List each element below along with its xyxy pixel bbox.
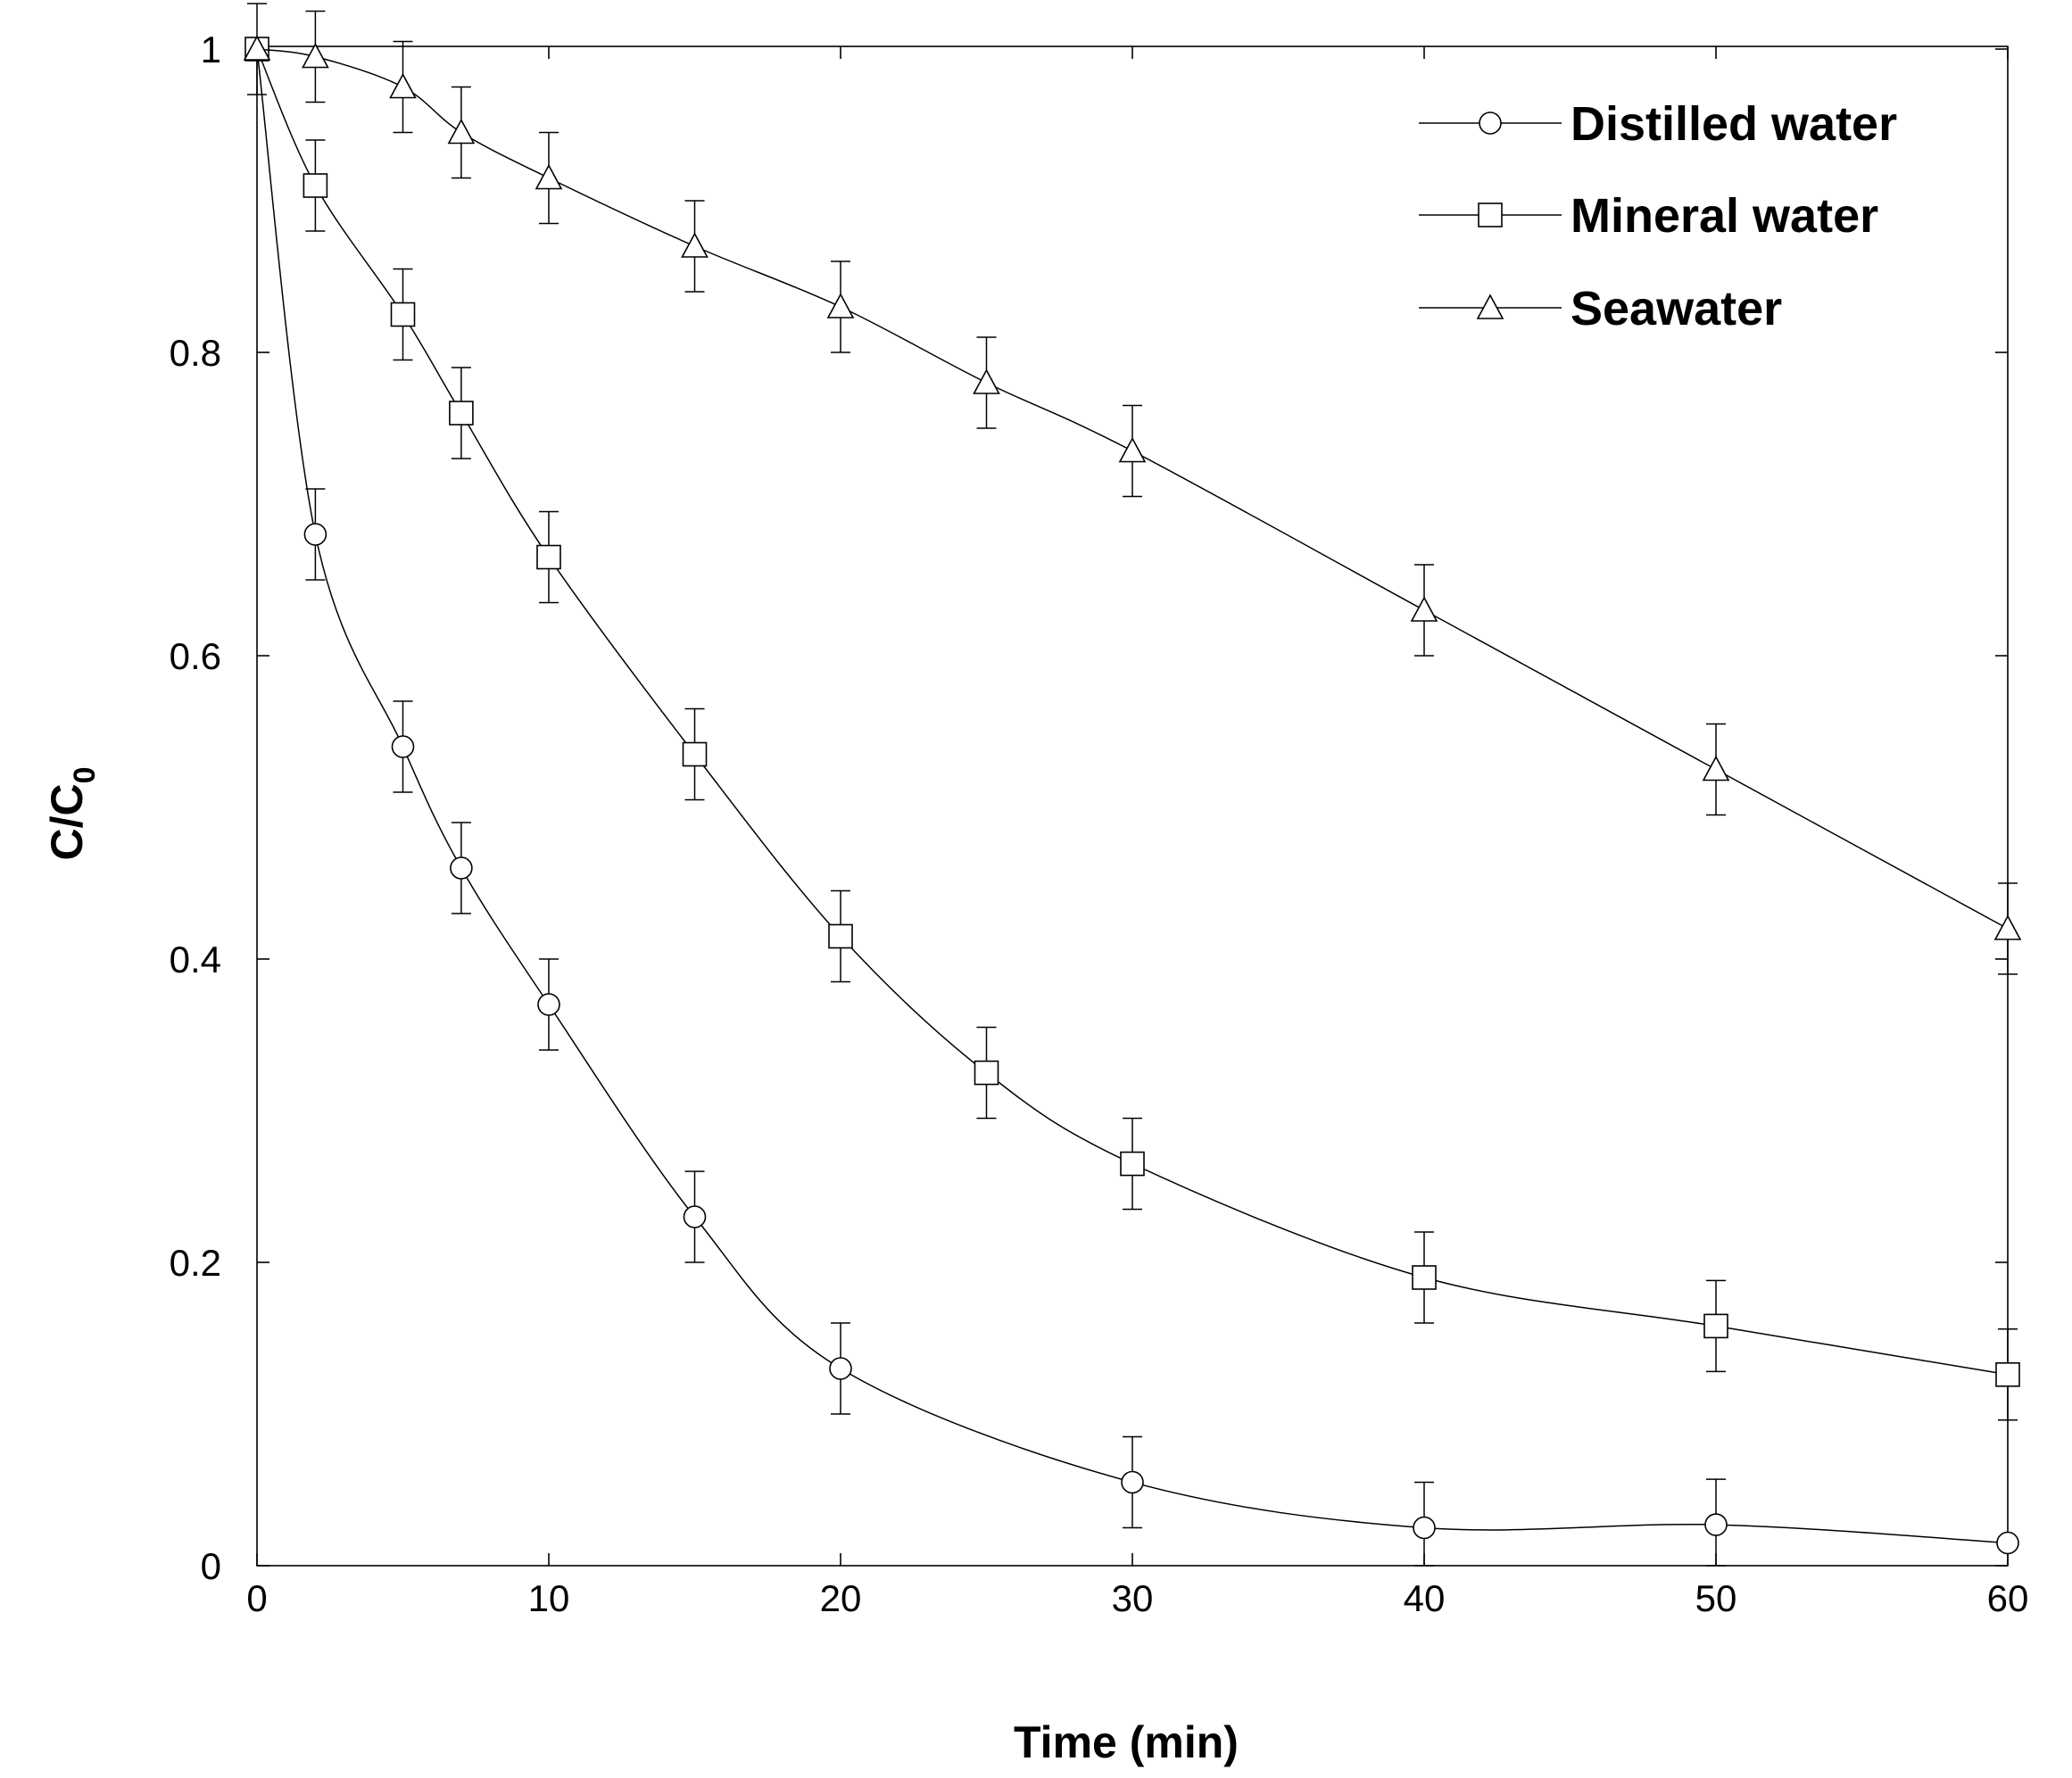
legend-item-seawater: Seawater xyxy=(1419,282,1782,335)
x-tick-label: 10 xyxy=(528,1577,570,1619)
x-tick-labels: 0 10 20 30 40 50 60 xyxy=(246,1577,2028,1619)
data-point-square xyxy=(1703,1313,1728,1339)
data-point-circle xyxy=(829,1357,852,1380)
legend-marker-triangle xyxy=(1476,294,1504,319)
y-axis-title-main: C/C xyxy=(42,783,92,860)
legend: Distilled water Mineral water Seawater xyxy=(1419,97,1897,335)
data-point-square xyxy=(536,544,561,570)
svg-text:C/C0: C/C0 xyxy=(42,766,102,860)
y-tick-label: 1 xyxy=(201,29,221,70)
y-tick-label: 0.8 xyxy=(170,332,221,374)
data-point-circle xyxy=(1996,1531,2019,1555)
data-point-circle xyxy=(1121,1470,1144,1494)
data-point-square xyxy=(1995,1362,2020,1387)
x-tick-label: 60 xyxy=(1987,1577,2029,1619)
data-point-triangle xyxy=(1702,755,1730,781)
x-tick-label: 0 xyxy=(246,1577,267,1619)
data-point-triangle xyxy=(681,232,709,258)
y-axis-title: C/C0 xyxy=(42,766,102,860)
x-axis-title: Time (min) xyxy=(1014,1717,1239,1767)
legend-marker-circle xyxy=(1479,112,1502,135)
y-tick-labels: 0 0.2 0.4 0.6 0.8 1 xyxy=(170,29,221,1587)
data-point-triangle xyxy=(535,163,563,190)
x-tick-label: 40 xyxy=(1404,1577,1446,1619)
data-point-triangle xyxy=(389,72,417,99)
data-point-square xyxy=(974,1060,999,1086)
data-point-square xyxy=(1120,1151,1145,1177)
legend-label-mineral-water: Mineral water xyxy=(1571,189,1878,243)
legend-label-distilled-water: Distilled water xyxy=(1571,97,1897,151)
data-point-circle xyxy=(391,735,415,758)
data-point-triangle xyxy=(1118,436,1147,463)
data-point-square xyxy=(1412,1265,1437,1290)
series-layer xyxy=(243,3,2022,1567)
data-point-triangle xyxy=(243,35,271,61)
legend-item-distilled-water: Distilled water xyxy=(1419,97,1897,151)
data-point-triangle xyxy=(302,42,329,69)
x-tick-label: 50 xyxy=(1695,1577,1737,1619)
data-point-square xyxy=(303,173,328,198)
legend-item-mineral-water: Mineral water xyxy=(1419,189,1878,243)
legend-label-seawater: Seawater xyxy=(1571,282,1782,335)
x-tick-label: 30 xyxy=(1112,1577,1154,1619)
series-seawater xyxy=(243,10,2022,975)
data-point-triangle xyxy=(973,368,1000,394)
series-line-distilled-water xyxy=(256,48,2009,1544)
data-point-circle xyxy=(303,523,327,546)
series-distilled-water xyxy=(245,3,2019,1567)
axis-ticks xyxy=(256,46,2009,1567)
data-point-square xyxy=(449,401,474,426)
data-point-triangle xyxy=(1993,914,2022,940)
data-point-circle xyxy=(450,856,473,880)
plot-frame xyxy=(256,45,2009,1567)
data-point-triangle xyxy=(1410,596,1438,622)
data-point-triangle xyxy=(447,118,476,145)
data-point-square xyxy=(390,302,416,327)
data-point-square xyxy=(828,923,853,949)
data-point-square xyxy=(682,741,708,767)
y-tick-label: 0.4 xyxy=(170,939,221,980)
x-tick-label: 20 xyxy=(820,1577,862,1619)
data-point-circle xyxy=(1704,1513,1728,1536)
data-point-circle xyxy=(537,993,560,1016)
series-line-seawater xyxy=(256,48,2009,930)
data-point-circle xyxy=(683,1205,707,1228)
data-point-circle xyxy=(1413,1516,1436,1540)
y-tick-label: 0.2 xyxy=(170,1242,221,1284)
y-axis-title-sub: 0 xyxy=(68,766,102,783)
y-tick-label: 0.6 xyxy=(170,635,221,677)
legend-marker-square xyxy=(1478,203,1503,227)
data-point-triangle xyxy=(826,293,855,318)
y-tick-label: 0 xyxy=(201,1545,221,1587)
series-mineral-water xyxy=(244,37,2020,1421)
